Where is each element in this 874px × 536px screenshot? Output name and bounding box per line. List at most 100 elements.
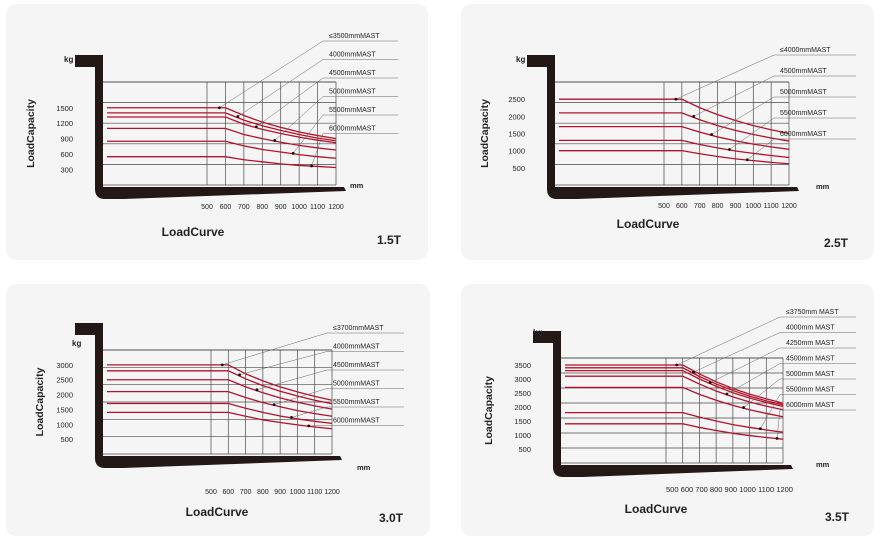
series-line bbox=[107, 411, 333, 430]
leader-dot bbox=[273, 139, 277, 142]
leader-dot bbox=[745, 158, 749, 162]
series-line bbox=[107, 112, 337, 142]
leader-dot bbox=[742, 406, 745, 409]
legend-leader bbox=[222, 332, 328, 366]
y-tick-label: 1000 bbox=[508, 147, 525, 156]
series-label: 5500mmMAST bbox=[780, 110, 827, 117]
x-unit-label: mm bbox=[816, 460, 830, 469]
series-label: 5000mmMAST bbox=[780, 89, 827, 96]
series-label: 5500mmMAST bbox=[333, 399, 380, 406]
x-tick-label: 800 bbox=[712, 203, 724, 210]
y-tick-label: 2500 bbox=[56, 376, 73, 385]
x-unit-label: mm bbox=[816, 182, 830, 191]
y-tick-label: 2000 bbox=[56, 391, 73, 400]
x-tick-label: 1100 bbox=[310, 204, 325, 211]
legend-leader bbox=[292, 114, 324, 154]
series-label: ≤3500mmMAST bbox=[329, 33, 380, 40]
chart-title: LoadCurve bbox=[617, 217, 680, 231]
series-label: 4500mmMAST bbox=[329, 70, 376, 77]
leader-dot bbox=[692, 370, 695, 374]
series-label: 5000mm MAST bbox=[786, 371, 835, 378]
series-line bbox=[565, 386, 784, 418]
y-tick-label: 500 bbox=[518, 445, 531, 454]
y-tick-label: 1500 bbox=[514, 417, 531, 426]
series-label: 4500mmMAST bbox=[333, 362, 380, 369]
series-line bbox=[107, 156, 337, 169]
leader-dot bbox=[255, 388, 259, 392]
x-tick-labels: 500 600 700 800 900 1000 1100 1200 bbox=[666, 487, 793, 494]
y-tick-label: 500 bbox=[60, 435, 73, 444]
y-tick-label: 300 bbox=[60, 166, 73, 175]
legend-leader bbox=[710, 347, 781, 383]
legend-leader bbox=[747, 138, 775, 160]
x-tick-label: 1200 bbox=[328, 204, 344, 211]
chart-title: LoadCurve bbox=[186, 505, 249, 519]
legend-leader bbox=[274, 388, 328, 405]
series-line bbox=[559, 125, 790, 150]
y-axis-label: LoadCapacity bbox=[34, 367, 46, 436]
leader-dot bbox=[236, 115, 240, 118]
legend-leader bbox=[760, 394, 781, 429]
capacity-label: 3.0T bbox=[379, 511, 404, 525]
leader-dot bbox=[272, 403, 276, 407]
forklift-fork-shape bbox=[75, 55, 346, 199]
load-chart-3-0t: 3000 2500 2000 1500 1000 500 500 600 700 800 900 10… bbox=[34, 323, 404, 525]
leader-dot bbox=[291, 151, 295, 155]
y-axis-label: LoadCapacity bbox=[25, 99, 37, 168]
series-line bbox=[559, 112, 790, 142]
y-unit-label: kg bbox=[516, 55, 525, 64]
legend-leader bbox=[219, 40, 324, 108]
legend-leader bbox=[237, 59, 324, 117]
series-line bbox=[107, 140, 337, 159]
x-tick-label: 1200 bbox=[324, 489, 340, 496]
series-label: 4000mmMAST bbox=[329, 52, 376, 59]
x-tick-label: 1100 bbox=[307, 489, 322, 496]
load-chart-3-5t: 3500 3000 2500 2000 1500 1000 500 500 600 700 8… bbox=[483, 309, 856, 524]
y-tick-label: 1200 bbox=[56, 119, 73, 128]
series-line bbox=[107, 370, 333, 405]
chart-panel-3-5t: 3500 3000 2500 2000 1500 1000 500 500 600 700 8… bbox=[461, 284, 874, 536]
y-tick-label: 3000 bbox=[56, 361, 73, 370]
series-line bbox=[565, 423, 784, 440]
y-tick-label: 2000 bbox=[514, 403, 531, 412]
y-tick-label: 3500 bbox=[514, 361, 531, 370]
leader-dot bbox=[775, 436, 779, 440]
leader-dot bbox=[290, 416, 293, 419]
leader-dot bbox=[728, 148, 731, 151]
series-label: 4250mm MAST bbox=[786, 340, 835, 347]
y-unit-label: kg bbox=[533, 328, 542, 337]
x-tick-label: 800 bbox=[257, 489, 269, 496]
series-line bbox=[559, 98, 790, 135]
leader-dot bbox=[218, 106, 221, 110]
legend-leader bbox=[776, 409, 781, 439]
forklift-fork-shape bbox=[533, 331, 793, 477]
series-label: 5000mmMAST bbox=[329, 89, 376, 96]
y-tick-label: 2500 bbox=[514, 389, 531, 398]
y-tick-label: 1500 bbox=[56, 405, 73, 414]
legend-leader bbox=[693, 75, 775, 117]
legend-leader bbox=[693, 332, 781, 373]
series-line bbox=[565, 369, 784, 408]
x-tick-label: 1000 bbox=[290, 489, 306, 496]
series-label: 5500mm MAST bbox=[786, 387, 835, 394]
legend-leader bbox=[274, 96, 324, 141]
chart-panel-1-5t: 1500 1200 900 600 300 500 600 700 800 900 1000 1100… bbox=[6, 4, 428, 260]
x-unit-label: mm bbox=[357, 463, 371, 472]
leader-dot bbox=[708, 381, 712, 385]
series-label: 6000mmMAST bbox=[333, 418, 380, 425]
y-tick-label: 1000 bbox=[56, 420, 73, 429]
y-tick-label: 500 bbox=[512, 164, 525, 173]
series-label: 5000mmMAST bbox=[333, 381, 380, 388]
series-line bbox=[107, 127, 337, 151]
chart-title: LoadCurve bbox=[625, 502, 688, 516]
x-tick-label: 1100 bbox=[764, 203, 779, 210]
legend-leader bbox=[676, 316, 781, 366]
y-tick-label: 1500 bbox=[56, 104, 73, 113]
series-label: ≤3700mmMAST bbox=[333, 325, 384, 332]
series-line bbox=[107, 364, 333, 401]
y-tick-label: 3000 bbox=[514, 375, 531, 384]
y-tick-label: 2500 bbox=[508, 95, 525, 104]
y-unit-label: kg bbox=[64, 55, 73, 64]
x-tick-label: 500 bbox=[205, 489, 217, 496]
